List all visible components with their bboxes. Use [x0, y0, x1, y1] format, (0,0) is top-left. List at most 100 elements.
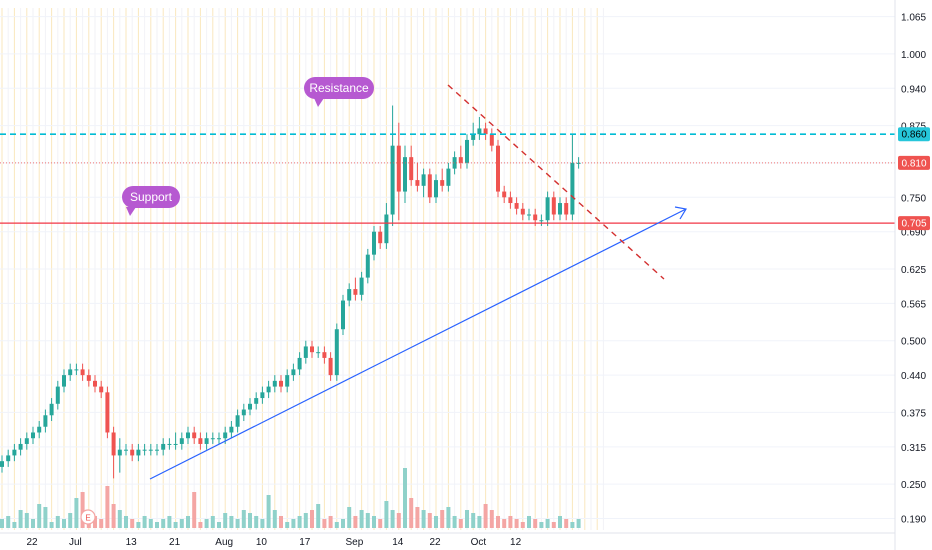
volume-bar — [421, 510, 426, 528]
candle-body — [303, 346, 308, 358]
candle-body — [378, 231, 383, 244]
y-tick-label: 1.000 — [901, 50, 926, 61]
resistance-price-badge-label: 0.860 — [901, 130, 926, 141]
candle-body — [86, 375, 91, 381]
resistance-bubble-tail — [314, 98, 324, 107]
candle-body — [43, 415, 48, 427]
volume-bar — [148, 519, 153, 528]
candle-body — [55, 386, 60, 404]
volume-bar — [279, 516, 283, 528]
volume-bar — [328, 516, 333, 528]
candle-body — [24, 438, 29, 444]
candle-body — [316, 352, 321, 354]
drawings: Resistance Support E — [0, 77, 895, 525]
resistance-bubble-shape — [304, 77, 374, 99]
volume-bar — [446, 507, 451, 528]
volume-bar — [514, 519, 519, 528]
candle-body — [465, 139, 469, 163]
candle-body — [18, 443, 23, 450]
candle-body — [49, 403, 54, 416]
volume-bar — [254, 516, 259, 528]
volume-bar — [136, 522, 141, 528]
candle-body — [279, 380, 283, 387]
candle-body — [458, 157, 463, 163]
volume-bar — [297, 516, 302, 528]
volume-bar — [99, 519, 104, 528]
y-tick-label: 0.375 — [901, 408, 926, 419]
volume-bar — [489, 510, 494, 528]
volume-bar — [359, 510, 364, 528]
candle-body — [359, 277, 364, 295]
volume-bar — [155, 522, 159, 528]
candle-body — [0, 461, 4, 467]
candle-body — [310, 346, 314, 353]
volume-bar — [440, 510, 445, 528]
volume-bar — [396, 513, 401, 528]
candle-body — [558, 203, 562, 215]
candle-body — [341, 300, 345, 330]
candle-body — [489, 134, 494, 146]
volume-bar — [74, 498, 79, 528]
volume-bar — [68, 513, 73, 528]
candle-body — [266, 386, 271, 393]
volume-bar — [303, 513, 308, 528]
volume-bar — [192, 492, 197, 528]
volume-bar — [508, 516, 513, 528]
volume-bar — [37, 504, 42, 528]
volume-bars — [0, 468, 581, 528]
candle-body — [148, 449, 153, 451]
candle-body — [576, 162, 581, 164]
candle-body — [403, 157, 407, 192]
y-tick-label: 0.565 — [901, 299, 926, 310]
candle-body — [229, 426, 234, 433]
candle-body — [570, 162, 575, 215]
support-price-badge: 0.705 — [898, 216, 930, 231]
volume-bar — [452, 516, 457, 528]
candle-body — [539, 220, 544, 222]
volume-bar — [43, 507, 48, 528]
volume-bar — [235, 519, 240, 528]
volume-bar — [465, 510, 469, 528]
candle-body — [6, 455, 11, 462]
volume-bar — [204, 519, 209, 528]
candle-body — [396, 145, 401, 192]
volume-bar — [18, 510, 23, 528]
volume-bar — [390, 510, 395, 528]
candle-body — [248, 403, 252, 410]
volume-bar — [477, 516, 482, 528]
volume-bar — [117, 510, 122, 528]
candle-body — [130, 449, 135, 456]
candle-body — [117, 449, 122, 456]
volume-bar — [502, 519, 507, 528]
candle-body — [80, 369, 85, 376]
candle-body — [124, 449, 128, 451]
volume-bar — [198, 522, 203, 528]
volume-bar — [248, 513, 252, 528]
volume-bar — [347, 507, 352, 528]
volume-bar — [533, 519, 538, 528]
volume-bar — [12, 522, 17, 528]
y-tick-label: 1.065 — [901, 13, 926, 24]
candles — [0, 105, 581, 479]
x-tick-label: 12 — [510, 537, 522, 548]
candle-body — [520, 208, 525, 215]
volume-bar — [496, 516, 500, 528]
volume-bar — [272, 510, 277, 528]
candle-body — [564, 203, 569, 215]
candle-body — [192, 432, 197, 439]
resistance-price-badge: 0.860 — [898, 127, 930, 142]
candle-body — [477, 128, 482, 135]
candle-body — [217, 438, 221, 440]
candle-body — [37, 426, 42, 433]
candle-body — [446, 168, 451, 186]
resistance-bubble: Resistance — [304, 77, 374, 107]
candle-body — [105, 392, 110, 433]
y-tick-label: 0.250 — [901, 480, 926, 491]
candle-body — [533, 214, 538, 221]
volume-bar — [217, 522, 221, 528]
y-tick-label: 0.750 — [901, 193, 926, 204]
last-price-badge: 0.810 — [898, 155, 930, 170]
